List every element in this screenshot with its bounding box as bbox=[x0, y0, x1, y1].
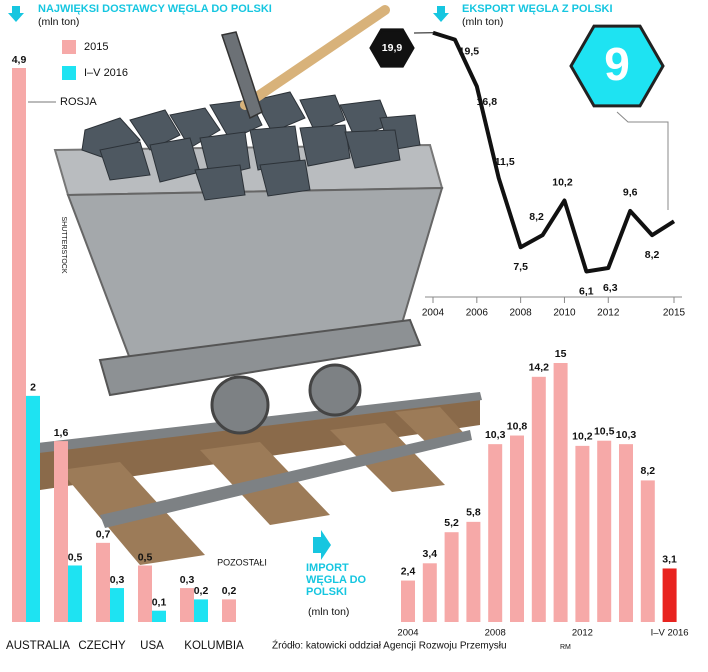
value-label: 10,2 bbox=[572, 431, 593, 443]
x-tick-label: 2006 bbox=[466, 308, 489, 319]
bar bbox=[401, 580, 415, 622]
bar bbox=[26, 395, 40, 622]
photo-credit: SHUTTERSTOCK bbox=[60, 216, 67, 273]
value-label: 14,2 bbox=[529, 362, 550, 374]
legend-label: I–V 2016 bbox=[84, 67, 128, 79]
chart-subtitle: (mln ton) bbox=[308, 606, 349, 618]
value-label: 4,9 bbox=[12, 54, 27, 66]
legend-label: 2015 bbox=[84, 41, 108, 53]
bar bbox=[510, 435, 524, 622]
label-badge bbox=[569, 24, 665, 108]
value-label: 19,5 bbox=[459, 45, 480, 57]
value-label: 6,1 bbox=[579, 285, 594, 297]
chart-title: IMPORT WĘGLA DO POLSKI bbox=[306, 562, 367, 598]
value-label: 10,2 bbox=[552, 176, 573, 188]
x-tick-label: 2004 bbox=[397, 628, 418, 639]
bar bbox=[68, 565, 82, 622]
value-label: 7,5 bbox=[513, 261, 528, 273]
bar bbox=[553, 363, 568, 622]
value-label: 0,2 bbox=[194, 585, 209, 597]
bar bbox=[422, 563, 437, 622]
bar bbox=[488, 444, 503, 622]
value-label: 10,5 bbox=[594, 425, 615, 437]
value-label: 5,2 bbox=[444, 517, 459, 529]
cart-illustration: SHUTTERSTOCK bbox=[20, 5, 482, 565]
value-label: 10,8 bbox=[507, 420, 528, 432]
bar bbox=[444, 532, 459, 622]
bar bbox=[152, 610, 166, 622]
value-label: 19,9 bbox=[382, 42, 403, 54]
x-tick-label: 2010 bbox=[553, 308, 576, 319]
category-label: KOLUMBIA bbox=[184, 640, 244, 652]
bar bbox=[466, 521, 481, 622]
category-label: AUSTRALIA bbox=[6, 640, 70, 652]
source: Źródło: katowicki oddział Agencji Rozwoj… bbox=[272, 639, 507, 652]
value-label: 0,3 bbox=[180, 574, 195, 586]
bar bbox=[54, 441, 68, 622]
x-tick-label: 2012 bbox=[572, 628, 593, 639]
value-label: 11,5 bbox=[495, 156, 515, 168]
value-label: 16,8 bbox=[477, 96, 498, 108]
value-label: 8,2 bbox=[640, 465, 655, 477]
bar bbox=[619, 444, 633, 622]
x-tick-label: 2015 bbox=[663, 308, 686, 319]
x-tick-label: 2012 bbox=[597, 308, 620, 319]
value-label: 2,4 bbox=[401, 565, 416, 577]
bar bbox=[96, 542, 110, 622]
value-label: 15 bbox=[555, 348, 567, 360]
value-label: 0,5 bbox=[138, 551, 153, 563]
label-badge bbox=[369, 28, 415, 68]
value-label: 8,2 bbox=[645, 249, 660, 261]
chart-subtitle: (mln ton) bbox=[38, 16, 79, 28]
bar bbox=[12, 68, 26, 622]
bar bbox=[662, 568, 677, 622]
line bbox=[432, 30, 676, 274]
value-label: 8,2 bbox=[529, 211, 544, 223]
bar bbox=[640, 480, 655, 622]
arrow-icon bbox=[313, 530, 331, 560]
x-tick-label: 2008 bbox=[510, 308, 533, 319]
value-label: 6,3 bbox=[603, 282, 618, 294]
legend-swatch bbox=[62, 40, 76, 54]
bar bbox=[138, 565, 152, 622]
author: RM bbox=[560, 644, 571, 651]
x-tick-label: 2004 bbox=[422, 308, 445, 319]
value-label: 9,6 bbox=[623, 187, 638, 199]
chart-subtitle: (mln ton) bbox=[462, 16, 503, 28]
arrow-icon bbox=[8, 6, 24, 22]
value-label: 5,8 bbox=[466, 507, 481, 519]
bar bbox=[180, 588, 194, 622]
arrow-icon bbox=[433, 6, 449, 22]
value-label: 10,3 bbox=[616, 429, 637, 441]
bar bbox=[222, 599, 236, 622]
value-label: 9 bbox=[604, 38, 630, 90]
chart-title: EKSPORT WĘGLA Z POLSKI bbox=[462, 3, 613, 15]
value-label: 0,1 bbox=[152, 596, 167, 608]
value-label: 0,3 bbox=[110, 574, 125, 586]
annotation: ROSJA bbox=[60, 96, 97, 108]
x-tick-label: 2008 bbox=[485, 628, 506, 639]
value-label: 3,4 bbox=[422, 548, 437, 560]
value-label: 10,3 bbox=[485, 429, 506, 441]
connector bbox=[616, 111, 669, 210]
value-label: 0,5 bbox=[68, 551, 83, 563]
x-tick-label: I–V 2016 bbox=[651, 628, 689, 639]
category-label: CZECHY bbox=[78, 640, 126, 652]
value-label: 3,1 bbox=[662, 553, 677, 565]
bar bbox=[531, 376, 546, 622]
value-label: 2 bbox=[30, 382, 36, 394]
value-label: 0,2 bbox=[222, 585, 237, 597]
bar bbox=[110, 588, 124, 622]
category-label: POZOSTAŁI bbox=[217, 557, 267, 567]
category-label: USA bbox=[140, 640, 164, 652]
bar bbox=[597, 440, 612, 622]
legend-swatch bbox=[62, 66, 76, 80]
value-label: 0,7 bbox=[96, 529, 111, 541]
value-label: 1,6 bbox=[54, 427, 69, 439]
chart-title: NAJWIĘKSI DOSTAWCY WĘGLA DO POLSKI bbox=[38, 3, 272, 15]
bar bbox=[575, 445, 590, 622]
bar bbox=[194, 599, 208, 622]
